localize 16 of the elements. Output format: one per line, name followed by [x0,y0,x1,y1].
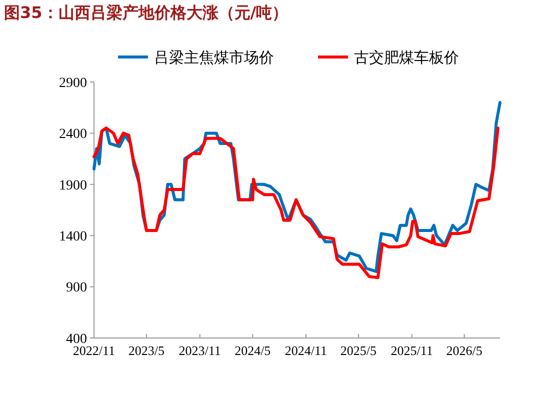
x-tick-label: 2024/11 [284,343,328,358]
line-series [92,126,500,280]
y-tick-label: 900 [66,280,87,296]
x-tick-label: 2023/5 [128,343,165,358]
x-tick-label: 2023/11 [178,343,221,358]
legend-label: 吕梁主焦煤市场价 [154,48,274,66]
y-tick-label: 2400 [59,127,87,142]
legend-label: 古交肥煤车板价 [354,48,459,66]
x-tick-label: 2025/5 [340,343,377,358]
chart-title: 图35：山西吕梁产地价格大涨（元/吨） [4,3,288,22]
x-tick-label: 2026/5 [446,343,482,358]
x-tick-label: 2024/5 [234,343,271,358]
y-tick-label: 1900 [59,178,87,194]
x-tick-label: 2025/11 [390,343,433,358]
y-tick-label: 1400 [59,230,87,244]
y-tick-label: 2900 [59,76,87,91]
